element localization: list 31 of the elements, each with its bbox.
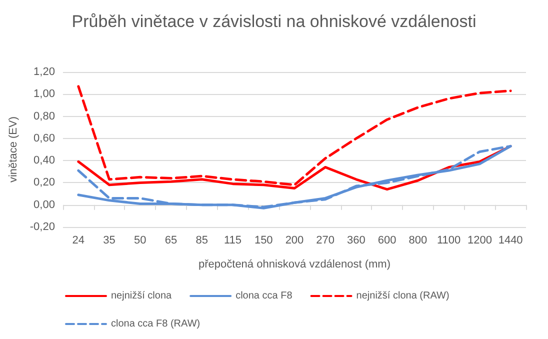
x-tick-label: 85 [196, 234, 208, 246]
x-tick-label: 1200 [467, 234, 492, 246]
y-tick-label: 0,60 [34, 132, 55, 144]
y-tick-label: 0,80 [34, 110, 55, 122]
y-tick-label: 0,40 [34, 154, 55, 167]
x-tick-label: 360 [347, 234, 366, 246]
x-tick-label: 150 [254, 234, 273, 246]
x-tick-label: 35 [103, 234, 116, 246]
x-tick-label: 65 [164, 234, 178, 246]
x-tick-label: 600 [378, 234, 396, 246]
line-series [77, 85, 512, 186]
x-tick-label: 270 [316, 234, 335, 246]
x-tick-label: 1440 [498, 234, 523, 246]
y-tick-label: 1,00 [34, 88, 55, 100]
y-tick-label: 1,20 [34, 66, 55, 78]
y-tick-label: 0,00 [34, 198, 55, 211]
legend-label: nejnižší clona [111, 290, 172, 302]
chart-title: Průběh vinětace v závislosti na ohniskové vzdálenosti [72, 12, 476, 31]
y-tick-label: 0,20 [34, 176, 55, 189]
x-tick-label: 200 [285, 234, 304, 246]
x-tick-label: 800 [408, 234, 428, 246]
legend-label: clona cca F8 (RAW) [111, 318, 200, 330]
x-tick-label: 1100 [437, 234, 461, 246]
legend-label: clona cca F8 [236, 290, 293, 302]
x-tick-label: 50 [134, 234, 146, 246]
legend-label: nejnižší clona (RAW) [356, 290, 450, 302]
x-tick-label: 115 [224, 234, 242, 246]
y-axis-title: vinětace (EV) [8, 116, 20, 183]
x-axis-title: přepočtená ohnisková vzdálenost (mm) [198, 258, 390, 270]
y-tick-label: -0,20 [30, 221, 55, 233]
x-tick-label: 24 [72, 234, 85, 246]
